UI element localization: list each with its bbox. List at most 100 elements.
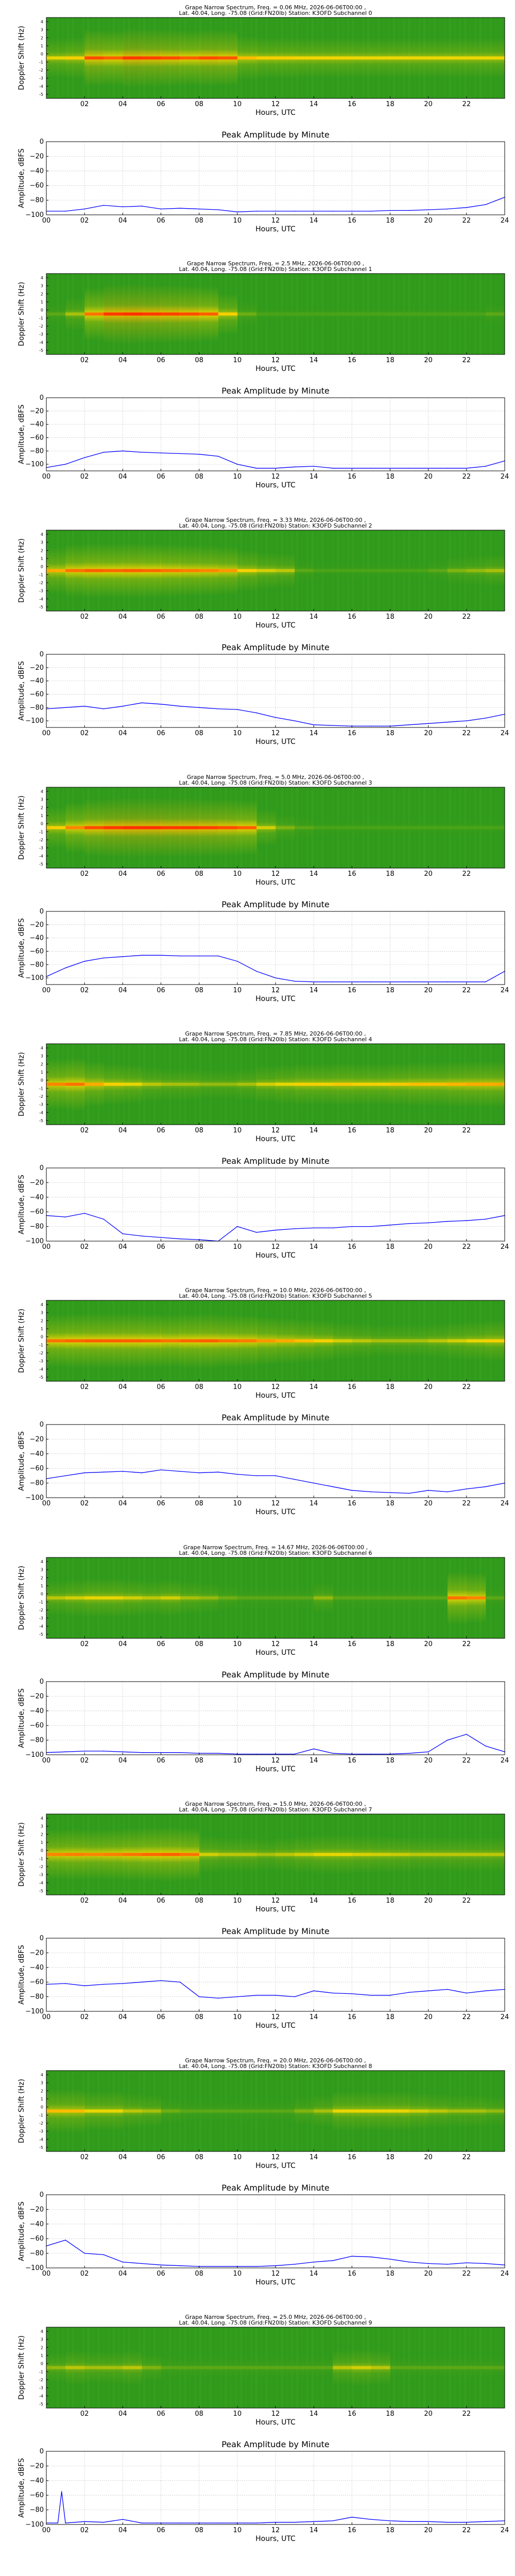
amplitude-xtick-label: 06 [157, 987, 165, 994]
spectrogram-band [352, 2366, 371, 2369]
amplitude-data-point [370, 1994, 372, 1996]
spectrogram-band [466, 1853, 486, 1856]
spectrogram-band [466, 1339, 486, 1343]
amplitude-data-point [122, 1751, 124, 1753]
spectrogram-ytick-label: 4 [41, 20, 43, 24]
spectrogram-title-line2: Lat. 40.04, Long. -75.08 (Grid:FN20lb) S… [179, 266, 372, 273]
amplitude-data-point [294, 720, 295, 721]
amplitude-data-point [447, 2264, 448, 2265]
spectrogram-xtick-label: 18 [386, 357, 394, 364]
spectrogram-ytick-label: 2 [41, 2345, 43, 2350]
spectrogram-band [371, 826, 390, 829]
amplitude-xtick-label: 04 [118, 730, 127, 737]
spectrogram-xtick-label: 14 [310, 2410, 318, 2418]
spectrogram-band [46, 56, 66, 60]
spectrogram-ytick-label: 2 [41, 1062, 43, 1066]
spectrogram-band [485, 1082, 505, 1086]
amplitude-xlabel: Hours, UTC [255, 225, 296, 233]
amplitude-ytick-label: 0 [40, 1935, 44, 1942]
amplitude-data-point [427, 1490, 429, 1491]
spectrogram-band [180, 312, 200, 316]
channel-group-8: Grape Narrow Spectrum, Freq. = 20.0 MHz,… [18, 2057, 509, 2286]
spectrogram-xlabel: Hours, UTC [255, 1392, 296, 1400]
amplitude-data-point [313, 211, 314, 212]
amplitude-data-point [122, 2261, 124, 2263]
amplitude-data-point [332, 468, 334, 469]
amplitude-ytick-label: −20 [30, 152, 44, 160]
amplitude-xtick-label: 08 [195, 730, 203, 737]
amplitude-data-point [103, 2254, 105, 2256]
amplitude-xtick-label: 22 [462, 730, 471, 737]
spectrogram-band [447, 312, 467, 316]
spectrogram-band [390, 56, 410, 60]
amplitude-data-point [447, 208, 448, 210]
amplitude-data-point [237, 709, 238, 710]
amplitude-xtick-label: 16 [348, 2013, 356, 2021]
channel-group-9: Grape Narrow Spectrum, Freq. = 25.0 MHz,… [18, 2314, 509, 2543]
spectrogram-cell [390, 816, 410, 839]
amplitude-data-point [256, 971, 257, 972]
amplitude-data-point [84, 1472, 85, 1473]
amplitude-data-point [217, 1753, 219, 1754]
amplitude-data-point [275, 1475, 276, 1477]
amplitude-data-point [122, 2519, 124, 2520]
amplitude-data-point [198, 453, 200, 455]
amplitude-ytick-label: −100 [25, 2264, 44, 2272]
amplitude-xlabel: Hours, UTC [255, 2278, 296, 2286]
spectrogram-title-line1: Grape Narrow Spectrum, Freq. = 14.67 MHz… [183, 1544, 368, 1551]
amplitude-xtick-label: 08 [195, 217, 203, 225]
spectrogram-band [84, 826, 104, 829]
amplitude-plot-area [46, 2451, 505, 2524]
amplitude-data-point [447, 2521, 448, 2523]
amplitude-data-point [65, 2522, 66, 2523]
spectrogram-ytick-label: 3 [41, 284, 43, 289]
amplitude-data-point [217, 955, 219, 957]
spectrogram-cell [428, 302, 448, 326]
amplitude-data-point [256, 211, 257, 212]
spectrogram-title-line1: Grape Narrow Spectrum, Freq. = 5.0 MHz, … [187, 774, 364, 781]
amplitude-xlabel: Hours, UTC [255, 738, 296, 746]
spectrogram-xtick-label: 02 [80, 1897, 89, 1905]
spectrogram-xtick-label: 18 [386, 870, 394, 878]
amplitude-data-point [427, 723, 429, 724]
amplitude-ylabel: Amplitude, dBFS [18, 148, 26, 208]
spectrogram-ytick-label: 1 [41, 556, 43, 561]
spectrogram-cell [371, 816, 390, 839]
amplitude-xtick-label: 06 [157, 1243, 165, 1251]
amplitude-xtick-label: 24 [501, 1243, 509, 1251]
spectrogram-ytick-label: -4 [39, 1110, 43, 1115]
spectrogram-band [428, 2109, 448, 2113]
spectrogram-ytick-label: -1 [39, 2369, 43, 2374]
spectrogram-cell [485, 816, 505, 839]
spectrogram-band [256, 312, 276, 316]
channel-group-6: Grape Narrow Spectrum, Freq. = 14.67 MHz… [18, 1544, 509, 1773]
amplitude-data-point [466, 1488, 467, 1489]
spectrogram-band [123, 2109, 142, 2113]
spectrogram-band [295, 2109, 314, 2113]
spectrogram-ytick-label: 0 [41, 1335, 43, 1340]
amplitude-data-point [141, 1752, 143, 1753]
spectrogram-band [142, 569, 161, 572]
spectrogram-band [428, 1596, 448, 1600]
spectrogram-band [295, 569, 314, 572]
spectrogram-ytick-label: -5 [39, 92, 43, 97]
amplitude-ytick-label: 0 [40, 2191, 44, 2199]
spectrogram-band [390, 1339, 410, 1343]
amplitude-xtick-label: 02 [80, 2270, 89, 2278]
spectrogram-xtick-label: 20 [424, 2410, 433, 2418]
amplitude-data-point [466, 2262, 467, 2263]
amplitude-data-point [485, 1745, 486, 1747]
amplitude-data-point [84, 2252, 85, 2254]
spectrogram-band [371, 1339, 390, 1343]
amplitude-data-point [332, 1486, 334, 1487]
spectrogram-xtick-label: 18 [386, 100, 394, 108]
amplitude-xtick-label: 12 [271, 473, 280, 481]
amplitude-ytick-label: −40 [30, 1450, 44, 1458]
spectrogram-band [333, 569, 352, 572]
amplitude-xtick-label: 24 [501, 2013, 509, 2021]
spectrogram-xtick-label: 08 [195, 2154, 203, 2161]
spectrogram-band [409, 826, 429, 829]
spectrogram-ytick-label: 3 [41, 798, 43, 802]
spectrogram-band [84, 1853, 104, 1856]
